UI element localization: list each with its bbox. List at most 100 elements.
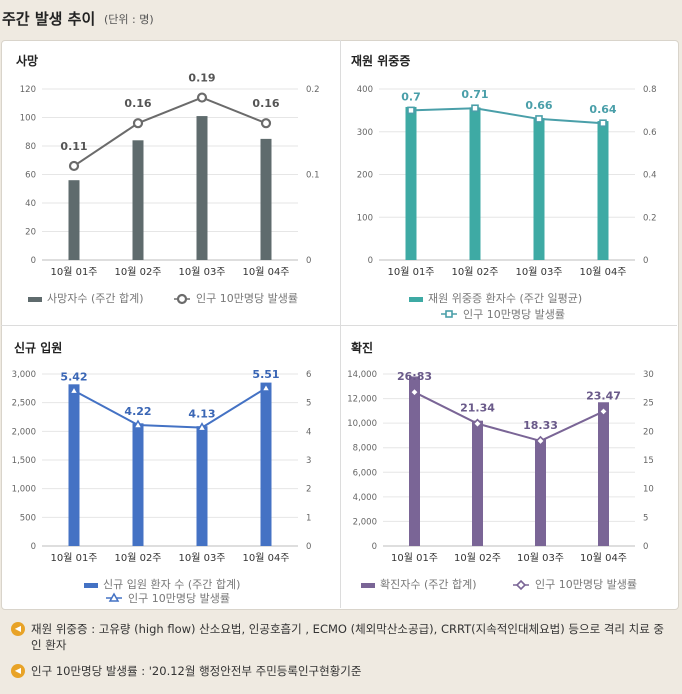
rate-marker [68, 385, 80, 395]
page-header: 주간 발생 추이 (단위 : 명) [0, 0, 682, 36]
legend-swatch-bar [84, 583, 98, 588]
bar [597, 121, 609, 260]
x-tick-label: 10월 04주 [242, 552, 289, 564]
y2-tick-label: 0 [643, 542, 648, 552]
x-tick-label: 10월 02주 [114, 552, 161, 564]
data-label: 0.16 [252, 97, 279, 110]
x-tick-label: 10월 04주 [580, 552, 627, 564]
y2-tick-label: 0 [643, 256, 648, 266]
bar [196, 426, 208, 546]
data-label: 0.66 [525, 99, 552, 112]
vertical-divider [340, 40, 341, 608]
legend-label: 신규 입원 환자 수 (주간 합계) [103, 578, 240, 591]
y-tick-label: 20 [25, 228, 36, 238]
y-tick-label: 1,000 [12, 485, 36, 495]
legend-label: 사망자수 (주간 합계) [47, 292, 144, 305]
y2-tick-label: 0.6 [643, 128, 657, 138]
y2-tick-label: 1 [306, 513, 311, 523]
x-tick-label: 10월 03주 [517, 552, 564, 564]
y-tick-label: 120 [20, 85, 36, 95]
bar [68, 180, 80, 260]
legend-marker [108, 592, 120, 602]
legend-marker [445, 310, 453, 318]
y-tick-label: 40 [25, 199, 36, 209]
y-tick-label: 14,000 [347, 370, 377, 380]
speaker-icon: ◀ [11, 622, 25, 636]
x-tick-label: 10월 01주 [387, 266, 434, 278]
rate-marker [471, 104, 479, 113]
y2-tick-label: 10 [643, 485, 654, 495]
data-label: 21.34 [460, 402, 495, 415]
x-tick-label: 10월 01주 [50, 266, 97, 278]
chart-svg-admit: 신규 입원 0 500 1,000 1,500 2,000 2,500 3,000 0 1 2 3 4 5… [12, 340, 312, 605]
horizontal-divider [1, 325, 677, 326]
y-tick-label: 200 [357, 171, 373, 181]
x-tick-label: 10월 01주 [391, 552, 438, 564]
y2-tick-label: 0.4 [643, 171, 657, 181]
page-title: 주간 발생 추이 [2, 10, 96, 28]
bar [533, 118, 545, 260]
y2-tick-label: 5 [643, 513, 648, 523]
legend-label: 재원 위중증 환자수 (주간 일평균) [428, 291, 582, 305]
y2-tick-label: 0.8 [643, 85, 657, 95]
rate-marker [196, 92, 208, 103]
y2-tick-label: 0.2 [643, 213, 657, 223]
y2-tick-label: 25 [643, 399, 654, 409]
y-tick-label: 0 [31, 542, 36, 552]
y-tick-label: 100 [20, 114, 36, 124]
x-tick-label: 10월 03주 [178, 552, 225, 564]
rate-line [414, 391, 604, 442]
rate-marker [68, 160, 80, 172]
y-tick-label: 10,000 [347, 419, 377, 429]
legend-swatch-bar [28, 297, 42, 302]
chart-svg-icu: 재원 위중증 0 100 200 300 400 0 0.2 0.4 0.6 0.8 10월 01주 1… [351, 54, 657, 321]
y2-tick-label: 0 [306, 256, 311, 266]
data-label: 0.16 [124, 97, 151, 110]
y-tick-label: 400 [357, 85, 373, 95]
chart-title: 신규 입원 [14, 340, 62, 355]
y-tick-label: 60 [25, 171, 36, 181]
bar [68, 384, 80, 546]
chart-title: 사망 [16, 53, 38, 68]
legend-swatch-bar [409, 297, 423, 302]
legend-swatch-bar [361, 583, 375, 588]
rate-marker [132, 419, 144, 429]
y-tick-label: 0 [31, 256, 36, 266]
data-label: 23.47 [586, 389, 621, 402]
y2-tick-label: 6 [306, 370, 311, 380]
rate-marker [472, 418, 483, 429]
data-label: 0.19 [188, 72, 215, 85]
bar [132, 140, 144, 260]
x-tick-label: 10월 03주 [515, 266, 562, 278]
x-tick-label: 10월 02주 [454, 552, 501, 564]
chart-panel-admit: 신규 입원 0 500 1,000 1,500 2,000 2,500 3,000 0 1 2 3 4 5… [2, 326, 340, 608]
data-label: 0.71 [461, 88, 488, 101]
legend-label: 인구 10만명당 발생률 [196, 292, 298, 305]
chart-title: 확진 [351, 340, 373, 355]
chart-panel-confirm: 확진 0 2,000 4,000 6,000 8,000 10,000 12,000 14,00… [341, 326, 677, 608]
y2-tick-label: 2 [306, 485, 311, 495]
bar [469, 107, 481, 260]
x-tick-label: 10월 01주 [50, 552, 97, 564]
chart-svg-death: 사망 0 20 40 60 80 100 120 0 0.1 0.2 10월 01주 10월 02주 10… [16, 53, 320, 305]
y2-tick-label: 0.2 [306, 85, 320, 95]
y-tick-label: 300 [357, 128, 373, 138]
bar [472, 420, 483, 546]
y2-tick-label: 0 [306, 542, 311, 552]
rate-marker [407, 106, 415, 115]
y-tick-label: 8,000 [353, 444, 377, 454]
y-tick-label: 6,000 [353, 468, 377, 478]
legend-label: 인구 10만명당 발생률 [463, 308, 565, 321]
data-label: 5.51 [252, 368, 279, 381]
rate-marker [409, 387, 420, 398]
rate-line [410, 107, 604, 125]
y2-tick-label: 15 [643, 456, 654, 466]
data-label: 0.7 [401, 90, 421, 103]
unit-label: (단위 : 명) [104, 13, 154, 26]
speaker-icon: ◀ [11, 664, 25, 678]
rate-marker [132, 118, 144, 129]
y2-tick-label: 4 [306, 427, 311, 437]
y-tick-label: 2,000 [353, 517, 377, 527]
rate-line [73, 387, 267, 429]
data-label: 0.64 [589, 103, 616, 116]
